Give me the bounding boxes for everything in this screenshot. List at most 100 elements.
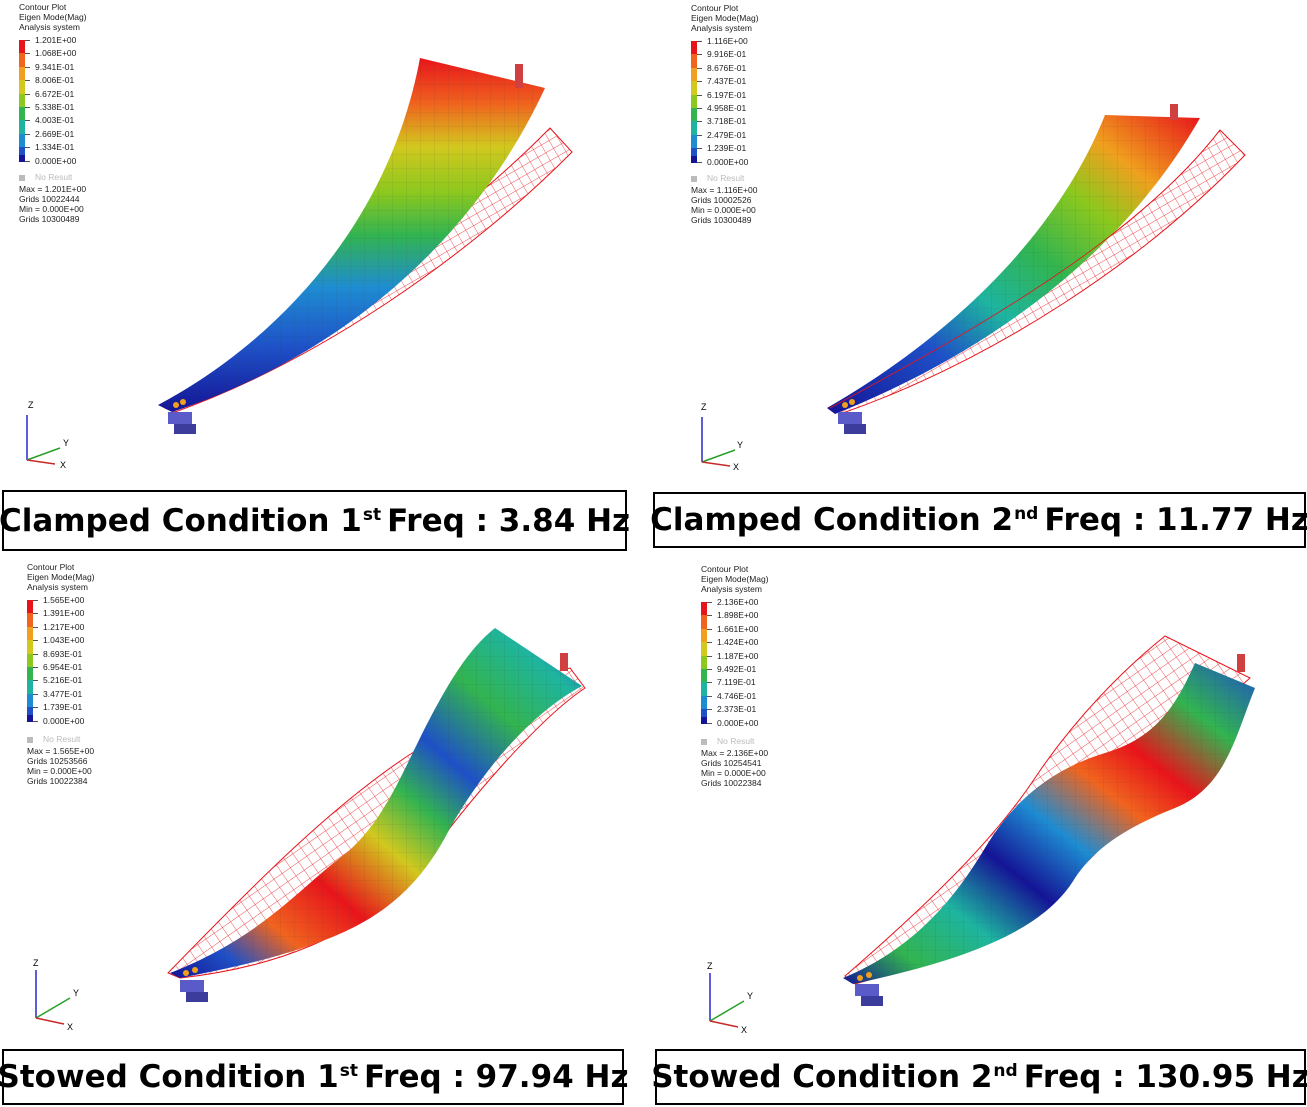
scale-tick bbox=[697, 41, 702, 42]
scale-value: 9.492E-01 bbox=[717, 664, 757, 674]
scale-tick bbox=[697, 148, 702, 150]
scale-tick bbox=[707, 669, 712, 670]
legend-title: Contour Plot bbox=[27, 562, 75, 572]
scale-value: 2.479E-01 bbox=[707, 129, 747, 140]
scale-value: 9.341E-01 bbox=[35, 61, 75, 72]
max-grid: Grids 10254541 bbox=[701, 758, 762, 768]
scale-band bbox=[27, 693, 33, 708]
scale-band bbox=[691, 54, 697, 68]
scale-tick bbox=[25, 66, 30, 68]
scale-tick bbox=[697, 108, 702, 109]
scale-value: 3.477E-01 bbox=[43, 688, 83, 699]
scale-value: 7.119E-01 bbox=[717, 677, 756, 688]
min-value: Min = 0.000E+00 bbox=[701, 768, 766, 778]
no-result-entry: No Result bbox=[27, 734, 80, 744]
scale-tick bbox=[707, 709, 712, 711]
scale-band bbox=[691, 155, 697, 163]
scale-tick bbox=[33, 693, 38, 695]
scale-value: 6.672E-01 bbox=[35, 88, 75, 99]
legend-title: Contour Plot bbox=[19, 2, 67, 12]
scale-tick bbox=[33, 640, 38, 642]
scale-tick bbox=[33, 667, 38, 668]
scale-tick bbox=[33, 707, 38, 709]
panel-clamped-1st: Contour Plot Eigen Mode(Mag) Analysis sy… bbox=[0, 0, 650, 485]
scale-tick bbox=[707, 602, 712, 603]
min-grid: Grids 10300489 bbox=[691, 215, 752, 225]
axis-x-label: X bbox=[60, 460, 66, 470]
axis-triad: Z Y X bbox=[26, 400, 69, 470]
scale-band bbox=[19, 120, 25, 134]
legend-system: Analysis system bbox=[27, 582, 88, 592]
hinge-fitting bbox=[515, 64, 523, 88]
scale-value: 1.391E+00 bbox=[43, 608, 85, 619]
legend-stats: Max = 2.136E+00 Grids 10254541 Min = 0.0… bbox=[701, 748, 768, 788]
panel-stowed-2nd: Contour Plot Eigen Mode(Mag) Analysis sy… bbox=[655, 558, 1307, 1046]
hinge-fitting bbox=[560, 653, 568, 671]
scale-band bbox=[691, 121, 697, 135]
contour-legend: Contour Plot Eigen Mode(Mag) Analysis sy… bbox=[691, 3, 759, 225]
no-result-entry: No Result bbox=[19, 172, 72, 182]
scale-band bbox=[19, 147, 25, 161]
scale-band bbox=[691, 41, 697, 55]
scale-value: 1.217E+00 bbox=[43, 621, 85, 632]
scale-value: 8.006E-01 bbox=[35, 75, 75, 86]
scale-band bbox=[691, 81, 697, 95]
scale-band bbox=[19, 53, 25, 67]
scale-band bbox=[701, 669, 707, 683]
scale-band bbox=[691, 108, 697, 122]
scale-band bbox=[701, 695, 707, 710]
scale-band bbox=[27, 626, 33, 641]
scale-tick bbox=[697, 54, 702, 56]
scale-value: 0.000E+00 bbox=[707, 156, 749, 167]
scale-tick bbox=[25, 147, 30, 149]
min-grid: Grids 10022384 bbox=[701, 778, 762, 788]
scale-tick bbox=[697, 134, 702, 136]
scale-band bbox=[691, 67, 697, 82]
scale-value: 0.000E+00 bbox=[43, 715, 85, 726]
color-scale: 1.116E+00 9.916E-01 8.676E-01 7.437E-01 6.19… bbox=[691, 36, 759, 167]
scale-band bbox=[27, 653, 33, 667]
contour-legend: Contour Plot Eigen Mode(Mag) Analysis sy… bbox=[27, 562, 95, 786]
scale-value: 1.661E+00 bbox=[717, 623, 759, 634]
scale-band bbox=[701, 615, 707, 629]
axis-y-label: Y bbox=[73, 988, 79, 998]
scale-tick bbox=[697, 161, 702, 163]
scale-tick bbox=[33, 720, 38, 722]
axis-z-label: Z bbox=[707, 961, 713, 971]
max-grid: Grids 10253566 bbox=[27, 756, 88, 766]
scale-tick bbox=[33, 626, 38, 628]
legend-result-type: Eigen Mode(Mag) bbox=[691, 13, 759, 23]
scale-band bbox=[27, 667, 33, 681]
scale-value: 5.216E-01 bbox=[43, 675, 83, 686]
scale-band bbox=[27, 680, 33, 694]
scale-value: 0.000E+00 bbox=[717, 717, 759, 728]
scale-value: 1.334E-01 bbox=[35, 142, 75, 153]
scale-tick bbox=[25, 160, 30, 162]
panel-stowed-1st: Contour Plot Eigen Mode(Mag) Analysis sy… bbox=[0, 558, 650, 1046]
scale-value: 1.239E-01 bbox=[707, 143, 747, 154]
scale-value: 5.338E-01 bbox=[35, 102, 75, 112]
mount-bracket bbox=[168, 399, 196, 434]
legend-title: Contour Plot bbox=[701, 564, 749, 574]
mode-shape-plot: Z Y X bbox=[26, 58, 573, 470]
panel-clamped-2nd: Contour Plot Eigen Mode(Mag) Analysis sy… bbox=[655, 0, 1307, 485]
legend-title: Contour Plot bbox=[691, 3, 739, 13]
axis-y-label: Y bbox=[63, 438, 69, 448]
no-result-entry: No Result bbox=[701, 736, 754, 746]
scale-value: 2.669E-01 bbox=[35, 128, 75, 139]
scale-value: 8.693E-01 bbox=[43, 648, 83, 659]
min-grid: Grids 10300489 bbox=[19, 214, 80, 224]
scale-tick bbox=[707, 722, 712, 724]
scale-tick bbox=[25, 40, 30, 41]
scale-band bbox=[691, 94, 697, 108]
scale-tick bbox=[697, 67, 702, 69]
scale-value: 4.958E-01 bbox=[707, 103, 747, 113]
legend-result-type: Eigen Mode(Mag) bbox=[27, 572, 95, 582]
max-value: Max = 2.136E+00 bbox=[701, 748, 769, 758]
scale-value: 2.136E+00 bbox=[717, 597, 759, 607]
scale-tick bbox=[707, 615, 712, 617]
scale-value: 1.424E+00 bbox=[717, 637, 759, 648]
